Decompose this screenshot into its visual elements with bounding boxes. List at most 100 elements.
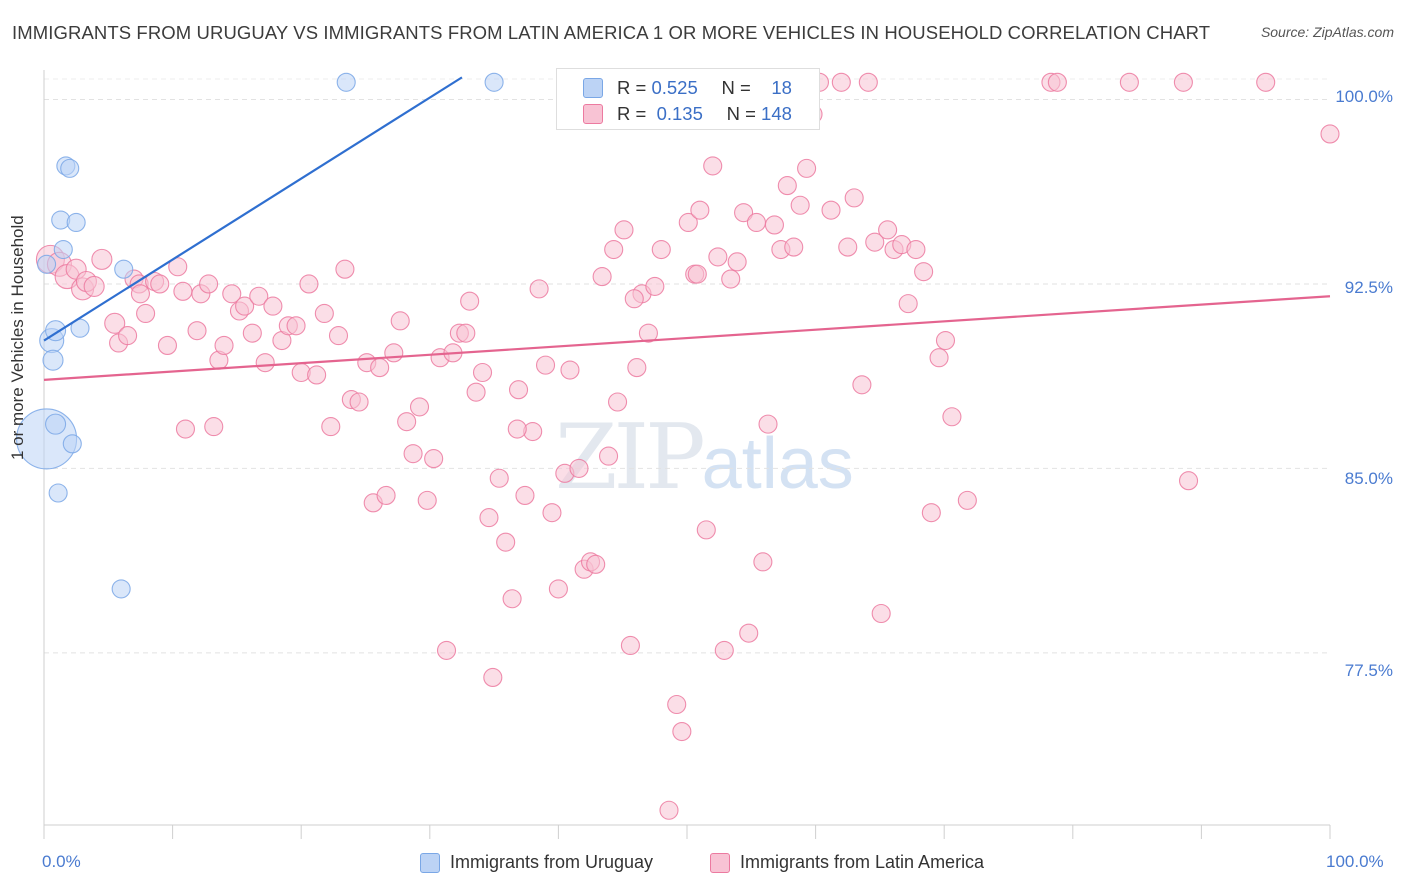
- point-latin-america-38: [299, 274, 319, 294]
- point-latin-america-94: [659, 800, 679, 820]
- point-latin-america-29: [235, 296, 255, 316]
- r-value: 0.135: [656, 103, 703, 124]
- point-latin-america-134: [929, 348, 949, 368]
- point-latin-america-63: [466, 382, 486, 402]
- point-latin-america-110: [758, 414, 778, 434]
- point-latin-america-101: [703, 156, 723, 176]
- point-latin-america-146: [624, 289, 644, 309]
- watermark: ZIPatlas: [555, 405, 854, 510]
- legend-label-uruguay: Immigrants from Uruguay: [450, 852, 654, 872]
- point-uruguay-9: [60, 158, 80, 178]
- point-latin-america-84: [599, 446, 619, 466]
- point-latin-america-20: [175, 419, 196, 439]
- point-latin-america-16: [150, 274, 170, 294]
- point-latin-america-132: [914, 262, 934, 282]
- legend-label-latin-america: Immigrants from Latin America: [740, 852, 985, 872]
- point-latin-america-137: [957, 490, 977, 510]
- trend-line-latin-america: [43, 295, 1331, 381]
- point-latin-america-124: [858, 72, 878, 92]
- point-latin-america-93: [651, 239, 671, 260]
- point-latin-america-96: [672, 721, 692, 742]
- series-legend: Immigrants from Uruguay Immigrants from …: [0, 852, 1406, 878]
- point-latin-america-48: [370, 358, 390, 378]
- point-latin-america-39: [307, 365, 327, 385]
- legend-item-latin-america[interactable]: Immigrants from Latin America: [710, 852, 984, 873]
- point-uruguay-7: [53, 239, 73, 260]
- point-latin-america-26: [214, 335, 234, 355]
- point-latin-america-122: [844, 188, 864, 208]
- point-latin-america-31: [249, 286, 269, 306]
- point-latin-america-42: [328, 326, 349, 346]
- point-latin-america-45: [349, 392, 369, 412]
- point-latin-america-139: [1047, 72, 1067, 92]
- point-latin-america-127: [878, 220, 898, 240]
- point-latin-america-89: [627, 358, 647, 378]
- point-latin-america-19: [173, 281, 193, 301]
- point-latin-america-33: [263, 296, 283, 316]
- point-latin-america-73: [529, 279, 549, 299]
- point-latin-america-10: [118, 326, 138, 346]
- point-latin-america-106: [734, 203, 754, 223]
- point-latin-america-88: [620, 635, 640, 656]
- point-latin-america-32: [255, 353, 275, 373]
- point-uruguay-16: [484, 72, 504, 92]
- point-latin-america-78: [560, 360, 580, 380]
- point-latin-america-7: [91, 248, 113, 270]
- point-latin-america-108: [746, 212, 766, 233]
- point-latin-america-27: [222, 284, 242, 304]
- point-latin-america-52: [397, 412, 417, 432]
- point-latin-america-85: [604, 239, 624, 260]
- point-uruguay-4: [45, 413, 67, 435]
- point-latin-america-55: [417, 490, 437, 510]
- point-latin-america-49: [376, 485, 396, 506]
- point-latin-america-126: [871, 603, 891, 624]
- point-latin-america-36: [286, 316, 306, 336]
- point-latin-america-119: [821, 200, 841, 220]
- point-latin-america-125: [865, 232, 885, 252]
- point-latin-america-53: [403, 444, 423, 464]
- point-latin-america-140: [1119, 72, 1139, 92]
- point-latin-america-68: [496, 532, 516, 552]
- point-latin-america-65: [479, 508, 499, 528]
- legend-row-uruguay: R = 0.525 N = 18: [583, 76, 792, 100]
- point-latin-america-71: [515, 485, 535, 506]
- n-value: 18: [771, 77, 792, 98]
- point-latin-america-58: [436, 640, 457, 660]
- point-latin-america-92: [645, 276, 665, 296]
- point-latin-america-74: [535, 355, 556, 375]
- n-label: N =: [721, 77, 751, 98]
- point-uruguay-2: [42, 349, 64, 371]
- r-label: R =: [617, 77, 647, 98]
- watermark-zip: ZIP: [555, 405, 706, 510]
- point-latin-america-145: [687, 264, 707, 284]
- point-latin-america-8: [104, 312, 126, 334]
- point-latin-america-130: [898, 294, 918, 314]
- point-uruguay-11: [66, 212, 86, 233]
- point-latin-america-121: [838, 237, 858, 257]
- point-latin-america-23: [199, 274, 219, 294]
- point-latin-america-91: [638, 323, 658, 343]
- point-latin-america-6: [83, 275, 105, 297]
- y-tick-label-77-5: 77.5%: [1344, 661, 1393, 680]
- point-latin-america-66: [483, 667, 503, 687]
- point-latin-america-56: [424, 449, 444, 469]
- point-latin-america-51: [390, 311, 410, 331]
- point-latin-america-41: [321, 417, 341, 437]
- chart-title: IMMIGRANTS FROM URUGUAY VS IMMIGRANTS FR…: [12, 22, 1211, 43]
- point-latin-america-40: [314, 303, 334, 324]
- point-latin-america-61: [456, 323, 476, 343]
- point-latin-america-82: [586, 554, 606, 574]
- legend-item-uruguay[interactable]: Immigrants from Uruguay: [420, 852, 653, 873]
- point-latin-america-86: [608, 392, 628, 412]
- point-latin-america-87: [614, 220, 634, 240]
- y-tick-label-92-5: 92.5%: [1344, 278, 1393, 297]
- point-latin-america-147: [507, 419, 527, 439]
- chart-source: Source: ZipAtlas.com: [1260, 24, 1394, 40]
- point-latin-america-113: [777, 176, 797, 196]
- r-label: R =: [617, 103, 647, 124]
- y-tick-label-85: 85.0%: [1344, 469, 1393, 488]
- point-latin-america-30: [242, 323, 262, 343]
- legend-row-latin-america: R = 0.135 N = 148: [583, 102, 792, 126]
- point-latin-america-21: [187, 321, 207, 341]
